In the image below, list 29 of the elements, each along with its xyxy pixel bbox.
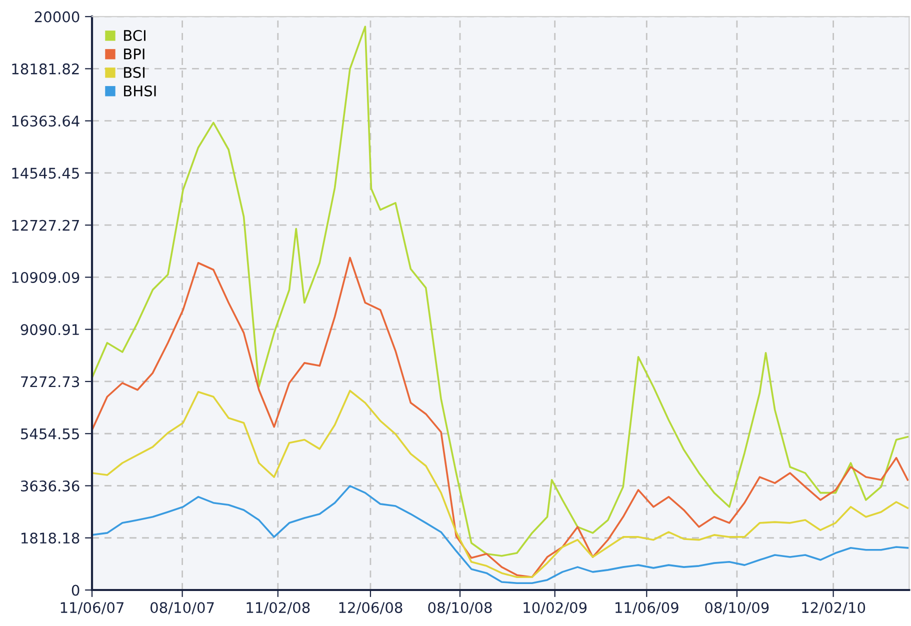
x-tick-label: 08/10/07: [150, 602, 214, 614]
legend-label: BHSI: [124, 85, 156, 96]
y-tick-label: 5454.55: [21, 428, 79, 440]
x-tick-label: 11/06/09: [616, 602, 678, 614]
x-tick-label: 12/02/10: [802, 602, 866, 614]
x-tick-label: 12/06/08: [339, 602, 402, 614]
y-tick-label: 10909.09: [12, 272, 80, 283]
y-tick-label: 12727.27: [12, 220, 79, 231]
y-tick-label: 7272.73: [21, 376, 80, 388]
legend-label: BSI: [124, 66, 145, 78]
y-tick-label: 20000: [34, 11, 80, 22]
y-tick-label: 9090.91: [20, 324, 79, 336]
line-series: [92, 26, 909, 557]
y-tick-label: 3636.36: [21, 480, 80, 492]
x-tick-label: 11/06/07: [60, 602, 124, 614]
y-tick-label: 1818.18: [22, 532, 80, 544]
y-tick-label: 16363.64: [12, 116, 80, 127]
x-tick-label: 10/02/09: [524, 602, 587, 614]
y-tick-label: 14545.45: [12, 168, 79, 179]
y-tick-label: 0: [72, 584, 80, 596]
line-series: [92, 256, 909, 578]
line-series: [92, 485, 909, 584]
x-tick-label: 08/10/09: [705, 602, 769, 614]
x-tick-label: 08/10/08: [428, 602, 492, 614]
legend-label: BCI: [124, 30, 146, 41]
legend-label: BPI: [124, 48, 144, 60]
x-tick-label: 11/02/08: [246, 602, 310, 614]
y-tick-label: 18181.82: [12, 63, 79, 74]
line-series: [92, 390, 909, 578]
